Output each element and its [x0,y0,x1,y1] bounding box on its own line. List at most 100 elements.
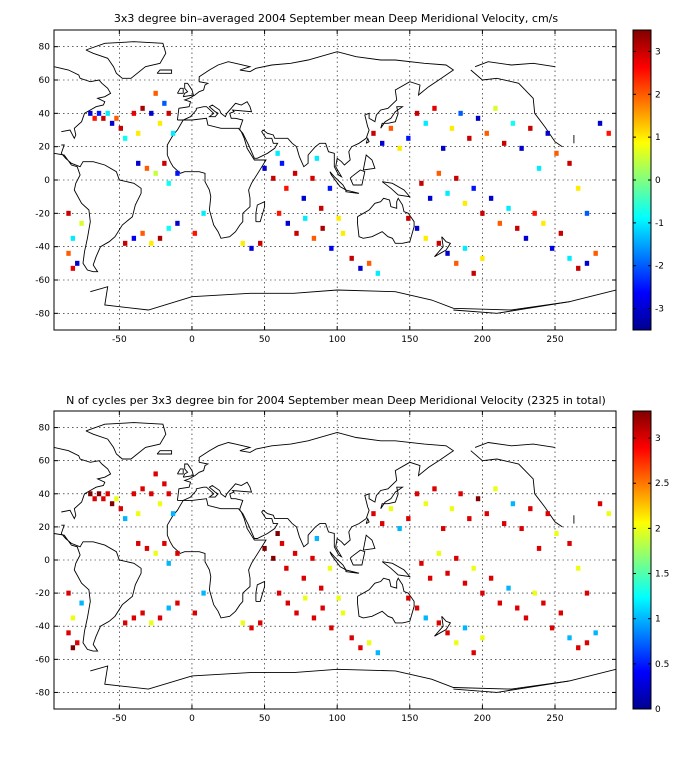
velocity-bin [541,220,546,226]
cycles-bin [371,511,376,517]
cycles-bin [471,565,476,571]
velocity-bin [294,230,299,236]
coastline [453,680,570,693]
coastline [434,236,452,258]
cycles-bin [96,491,102,497]
velocity-bin [249,245,254,251]
cycles-bin [201,590,206,596]
velocity-colorbar [633,30,651,330]
cycles-bin [519,526,524,532]
velocity-bin [366,260,372,266]
velocity-bin [136,130,141,136]
cycles-bin [445,570,450,576]
cycles-bin [406,595,411,601]
coastline [54,66,112,140]
velocity-bin [75,260,80,266]
coastline [474,442,556,448]
cycles-bin [449,506,455,512]
velocity-bin [419,180,424,186]
velocity-bin [515,225,520,231]
cycles-bin [166,605,171,611]
velocity-bins [66,90,611,276]
cycles-bin [79,600,84,606]
cycles-bin [314,535,320,541]
cycles-bin [462,625,468,631]
colorbar-tick-label: -3 [655,305,664,315]
x-tick-label: 50 [259,714,271,724]
y-tick-label: 0 [44,176,50,186]
x-tick-label: -50 [112,714,127,724]
velocity-bin [310,175,315,181]
cycles-bin [375,650,381,656]
colorbar-tick-label: -2 [655,262,664,272]
cycles-colorbar [633,411,651,709]
cycles-bins [66,471,611,656]
velocity-bin [201,210,206,216]
cycles-bin [140,610,145,616]
cycles-bin [114,496,119,502]
cycles-bin [506,585,511,591]
y-tick-label: -40 [35,622,50,632]
velocity-bin [454,260,459,266]
cycles-bin [497,600,503,606]
cycles-bin [414,605,420,611]
coastline [453,301,570,314]
cycles-bin [149,620,154,626]
cycles-bin [249,625,254,631]
cycles-bin [567,540,572,546]
coastline [182,463,194,478]
cycles-panel: N of cycles per 3x3 degree bin for 2004 … [35,394,669,724]
coastline [362,154,376,171]
velocity-bin [109,120,115,126]
cycles-bin [88,491,93,497]
cycles-bin [157,501,163,507]
cycles-bin [149,491,154,497]
cycles-bin [327,565,333,571]
velocity-bin [567,255,572,261]
cycles-bin [153,550,158,556]
cycles-bin [284,565,289,571]
colorbar-tick-label: 2 [655,524,661,534]
colorbar-tick-label: -1 [655,219,664,229]
coastline [54,524,142,652]
coastline [380,486,404,509]
cycles-bin [436,620,442,626]
velocity-bin [285,220,290,226]
velocity-bin [406,215,411,221]
colorbar-tick-label: 2 [655,90,661,100]
velocity-coastlines [54,41,616,314]
velocity-title: 3x3 degree bin–averaged 2004 September m… [114,12,559,25]
cycles-bin [336,595,341,601]
cycles-bin [70,615,76,621]
velocity-bin [279,160,285,166]
y-tick-label: 80 [39,43,51,53]
velocity-bin [166,110,171,116]
x-tick-label: -50 [112,335,127,345]
y-tick-label: -80 [35,688,50,698]
velocity-bin [240,240,245,246]
x-tick-label: 200 [474,335,491,345]
velocity-bin [480,210,485,216]
coastline [176,432,455,558]
colorbar-tick-label: 0.5 [655,660,669,670]
velocity-bin [284,185,289,191]
coastline [90,665,616,690]
velocity-bin [258,240,263,246]
cycles-bin [70,645,76,651]
cycles-bin [480,635,485,641]
cycles-bin [523,615,529,621]
cycles-x-ticks: -50 0 50 100 150 200 250 [112,411,564,724]
x-tick-label: 150 [401,335,418,345]
cycles-bin [275,531,280,536]
velocity-bin [140,105,145,111]
coastline [470,450,563,528]
coastline [362,534,376,551]
cycles-bin [419,560,424,566]
cycles-bin [541,600,546,606]
velocity-x-ticks: -50 0 50 100 150 200 250 [112,30,564,345]
cycles-bin [515,605,520,611]
velocity-bin [144,165,150,171]
velocity-bin [475,115,481,121]
velocity-bin [314,155,320,161]
velocity-bin [358,265,363,271]
